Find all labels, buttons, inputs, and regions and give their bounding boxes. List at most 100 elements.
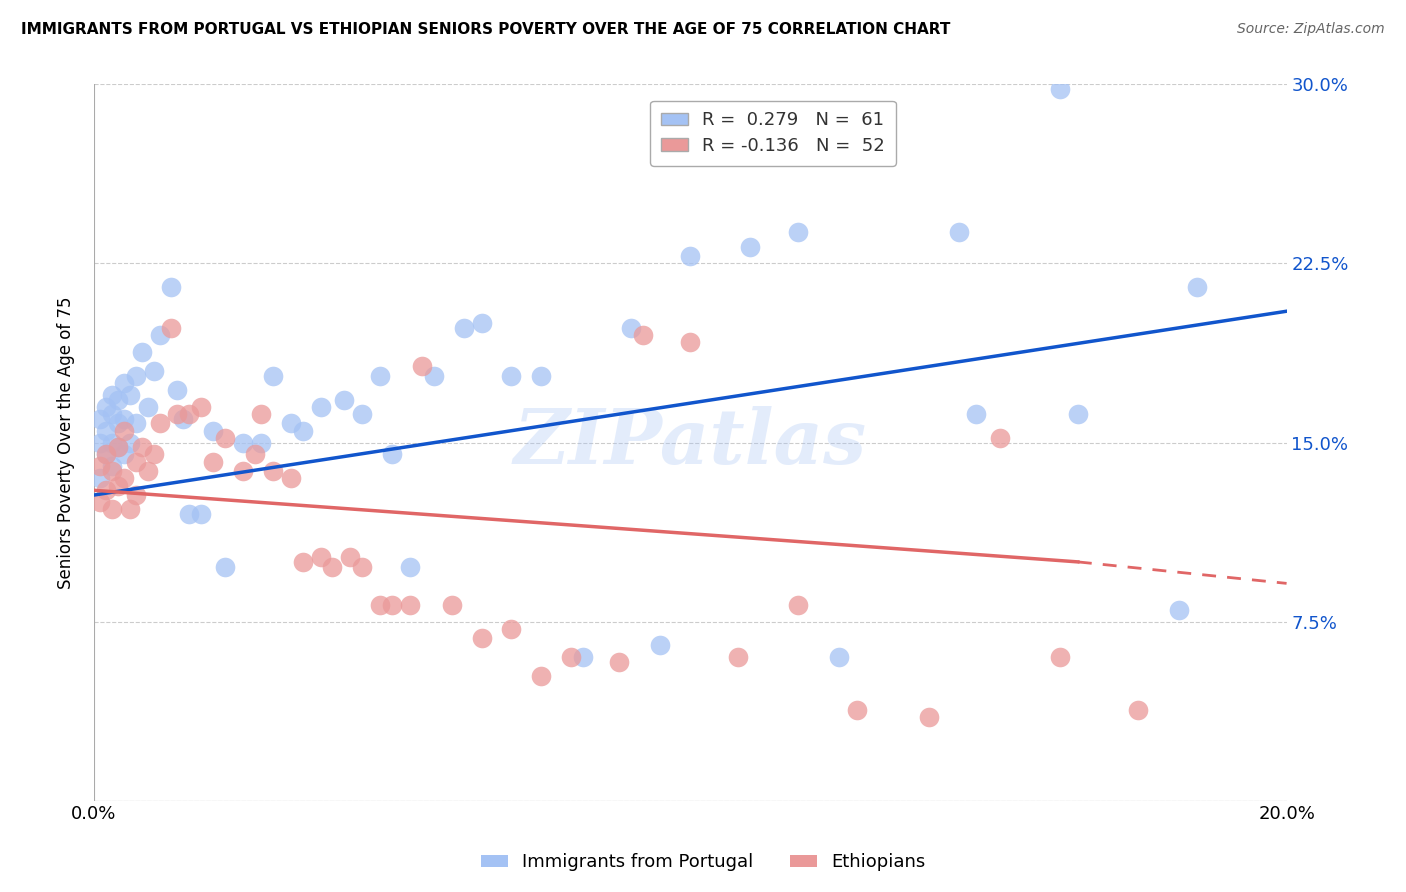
Point — [160, 280, 183, 294]
Point — [291, 424, 314, 438]
Point — [530, 368, 553, 383]
Point — [846, 703, 869, 717]
Point — [148, 417, 170, 431]
Point — [172, 411, 194, 425]
Point — [94, 483, 117, 498]
Point — [966, 407, 988, 421]
Point — [333, 392, 356, 407]
Point — [470, 316, 492, 330]
Point — [107, 392, 129, 407]
Point — [309, 550, 332, 565]
Point — [112, 411, 135, 425]
Point — [107, 478, 129, 492]
Point — [280, 417, 302, 431]
Point — [368, 368, 391, 383]
Point — [727, 650, 749, 665]
Point — [321, 559, 343, 574]
Point — [190, 400, 212, 414]
Point — [309, 400, 332, 414]
Point — [202, 424, 225, 438]
Point — [101, 435, 124, 450]
Point — [107, 417, 129, 431]
Point — [214, 559, 236, 574]
Y-axis label: Seniors Poverty Over the Age of 75: Seniors Poverty Over the Age of 75 — [58, 296, 75, 589]
Point — [440, 598, 463, 612]
Point — [94, 400, 117, 414]
Point — [89, 471, 111, 485]
Point — [94, 424, 117, 438]
Point — [470, 632, 492, 646]
Point — [112, 471, 135, 485]
Text: ZIPatlas: ZIPatlas — [513, 406, 868, 480]
Point — [124, 455, 146, 469]
Point — [94, 447, 117, 461]
Point — [160, 321, 183, 335]
Point — [786, 226, 808, 240]
Point — [250, 407, 273, 421]
Point — [101, 407, 124, 421]
Point — [179, 507, 201, 521]
Point — [679, 249, 702, 263]
Point — [918, 710, 941, 724]
Point — [607, 655, 630, 669]
Point — [501, 368, 523, 383]
Point — [142, 364, 165, 378]
Point — [112, 376, 135, 390]
Point — [988, 431, 1011, 445]
Legend: Immigrants from Portugal, Ethiopians: Immigrants from Portugal, Ethiopians — [474, 847, 932, 879]
Point — [202, 455, 225, 469]
Point — [339, 550, 361, 565]
Point — [166, 383, 188, 397]
Point — [262, 368, 284, 383]
Point — [679, 335, 702, 350]
Point — [786, 598, 808, 612]
Point — [243, 447, 266, 461]
Point — [280, 471, 302, 485]
Point — [112, 424, 135, 438]
Point — [262, 464, 284, 478]
Point — [828, 650, 851, 665]
Point — [214, 431, 236, 445]
Point — [136, 400, 159, 414]
Point — [381, 447, 404, 461]
Point — [232, 464, 254, 478]
Point — [858, 149, 880, 163]
Point — [411, 359, 433, 373]
Point — [124, 488, 146, 502]
Point — [572, 650, 595, 665]
Point — [118, 435, 141, 450]
Point — [381, 598, 404, 612]
Point — [501, 622, 523, 636]
Point — [89, 459, 111, 474]
Point — [291, 555, 314, 569]
Point — [1126, 703, 1149, 717]
Point — [124, 417, 146, 431]
Point — [118, 388, 141, 402]
Point — [131, 440, 153, 454]
Point — [530, 669, 553, 683]
Point — [148, 328, 170, 343]
Point — [399, 559, 422, 574]
Point — [190, 507, 212, 521]
Text: IMMIGRANTS FROM PORTUGAL VS ETHIOPIAN SENIORS POVERTY OVER THE AGE OF 75 CORRELA: IMMIGRANTS FROM PORTUGAL VS ETHIOPIAN SE… — [21, 22, 950, 37]
Point — [738, 240, 761, 254]
Point — [631, 328, 654, 343]
Point — [166, 407, 188, 421]
Point — [352, 407, 374, 421]
Point — [89, 435, 111, 450]
Point — [179, 407, 201, 421]
Point — [118, 502, 141, 516]
Text: Source: ZipAtlas.com: Source: ZipAtlas.com — [1237, 22, 1385, 37]
Point — [101, 459, 124, 474]
Point — [423, 368, 446, 383]
Point — [1049, 82, 1071, 96]
Point — [1067, 407, 1090, 421]
Point — [94, 447, 117, 461]
Point — [352, 559, 374, 574]
Point — [124, 368, 146, 383]
Point — [89, 411, 111, 425]
Point — [107, 440, 129, 454]
Point — [453, 321, 475, 335]
Point — [650, 639, 672, 653]
Point — [89, 495, 111, 509]
